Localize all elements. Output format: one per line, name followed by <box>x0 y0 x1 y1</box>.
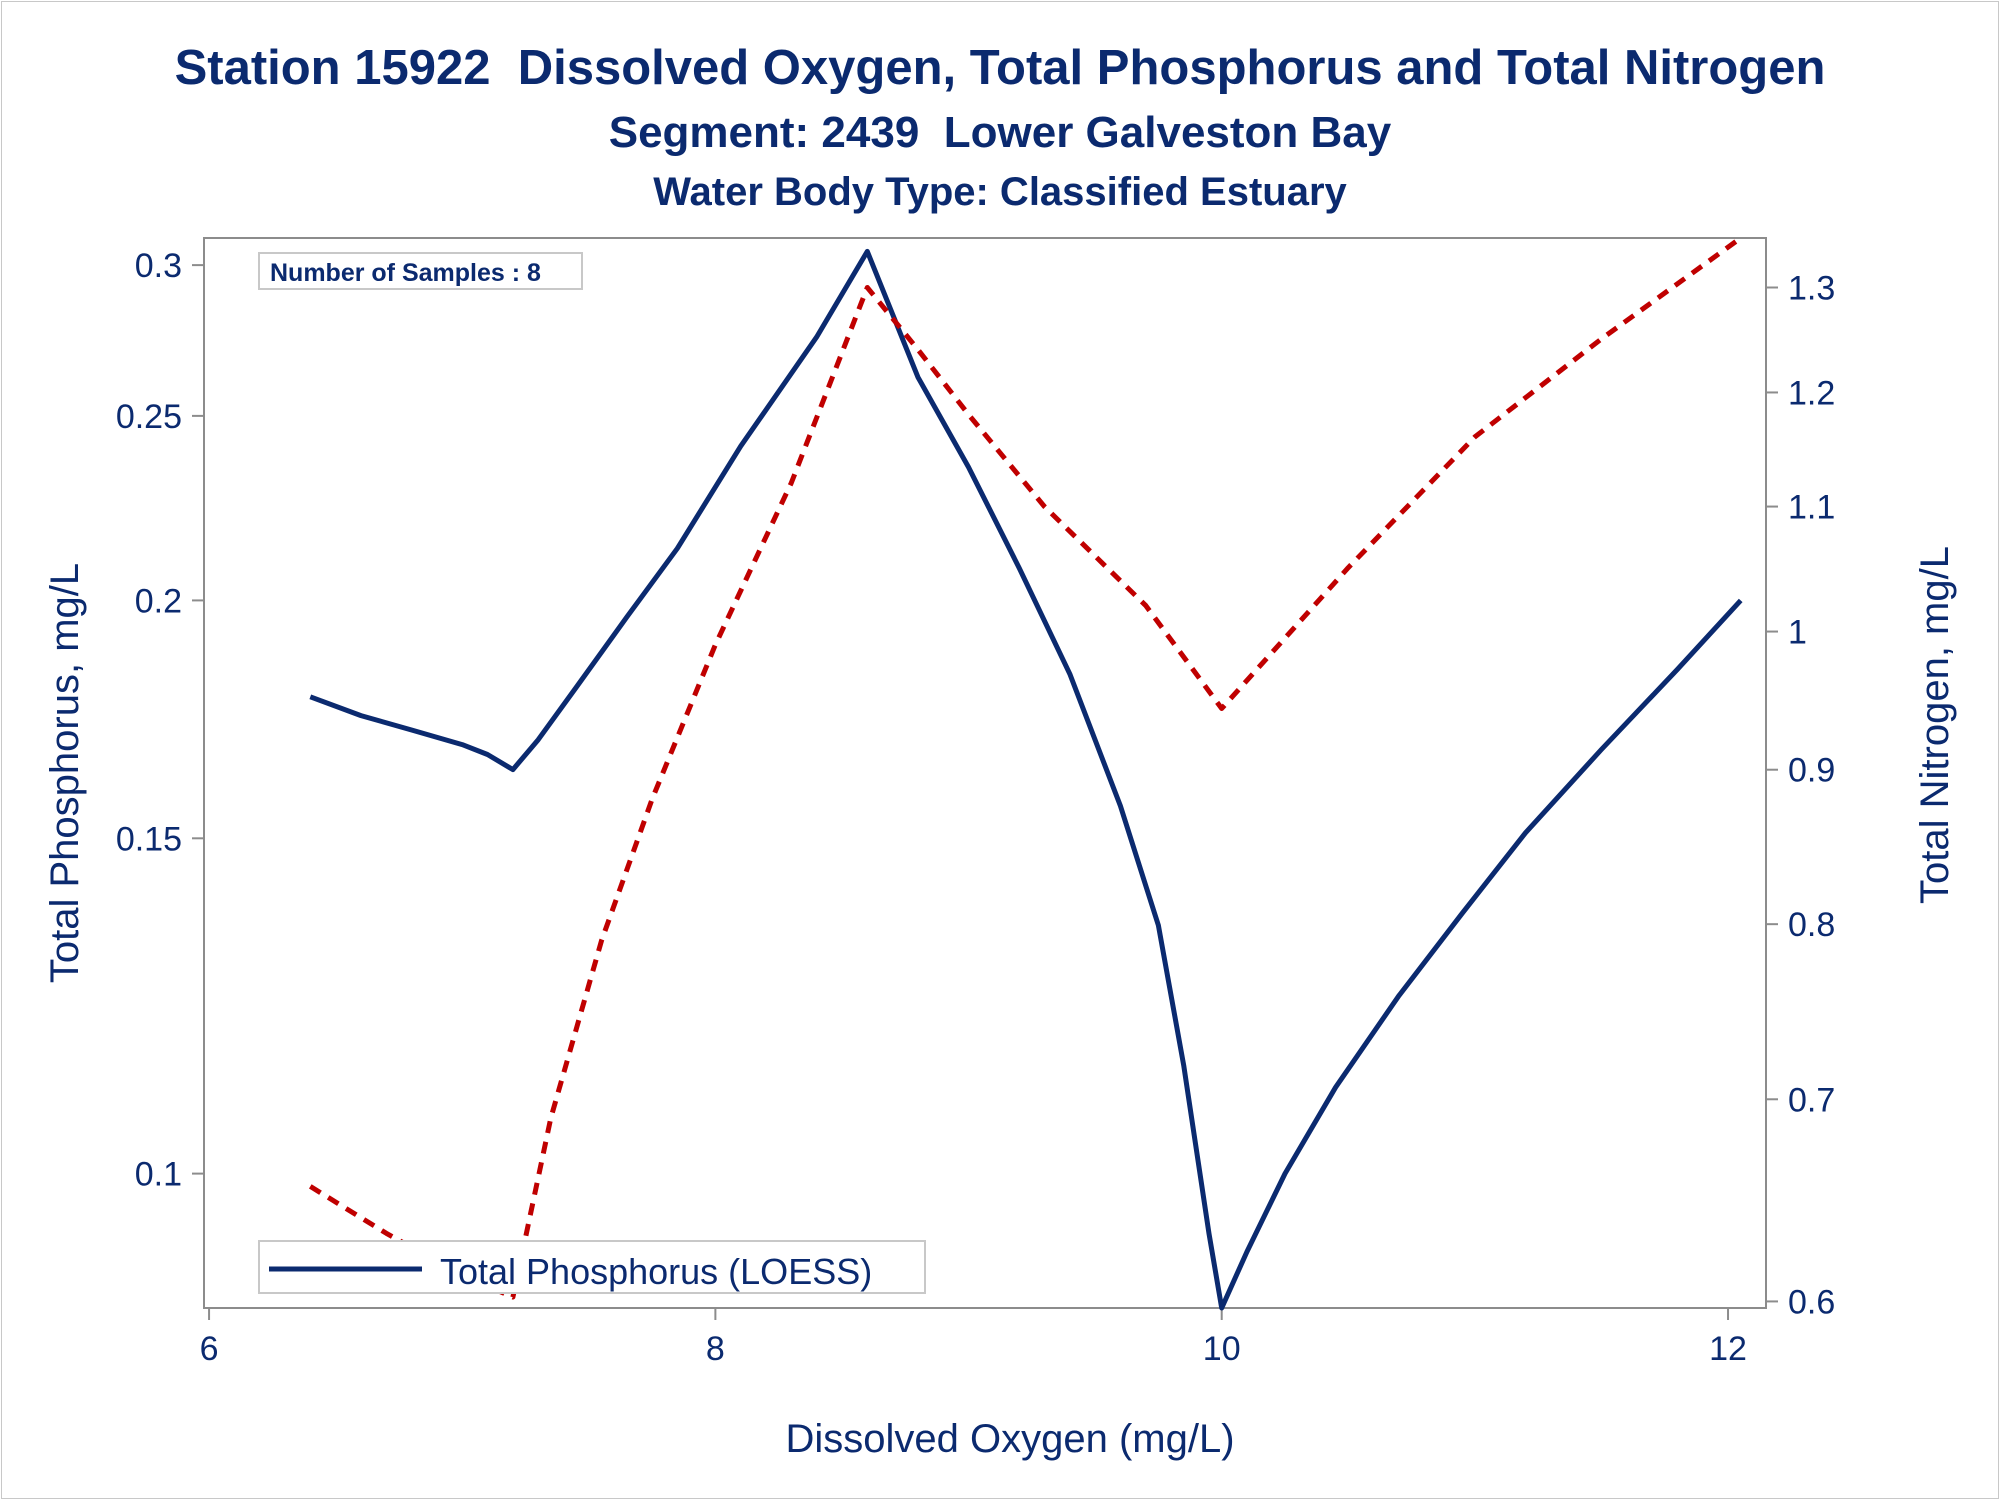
y2-tick-label: 0.6 <box>1788 1283 1835 1321</box>
chart-subtitle-2: Water Body Type: Classified Estuary <box>653 170 1347 214</box>
chart-title: Station 15922 Dissolved Oxygen, Total Ph… <box>174 41 1826 95</box>
y-tick-label: 0.25 <box>116 398 182 436</box>
y2-tick-label: 0.7 <box>1788 1081 1835 1119</box>
sample-count-annotation: Number of Samples : 8 <box>258 252 583 290</box>
legend: Total Phosphorus (LOESS) <box>258 1240 926 1294</box>
y2-tick-label: 1 <box>1788 614 1807 652</box>
y-tick-label: 0.3 <box>135 247 182 285</box>
x-axis-label: Dissolved Oxygen (mg/L) <box>785 1417 1234 1461</box>
y-axis-label: Total Phosphorus, mg/L <box>43 563 87 983</box>
plot-area <box>203 237 1767 1309</box>
chart-subtitle: Segment: 2439 Lower Galveston Bay <box>608 108 1392 157</box>
series-line-total-nitrogen <box>308 235 1743 1300</box>
x-axis: 6 8 10 12 <box>200 1308 1747 1368</box>
x-tick-label: 12 <box>1709 1330 1747 1368</box>
y-axis: 0.1 0.15 0.2 0.25 0.3 <box>116 247 204 1194</box>
y2-axis: 0.6 0.7 0.8 0.9 1 1.1 1.2 1.3 <box>1766 269 1835 1321</box>
annotation-box <box>258 252 583 290</box>
annotation-text: Number of Samples : 8 <box>270 259 541 287</box>
y-tick-label: 0.15 <box>116 820 182 858</box>
y2-tick-label: 0.8 <box>1788 906 1835 944</box>
legend-label-total-phosphorus: Total Phosphorus (LOESS) <box>440 1251 872 1292</box>
y-tick-label: 0.2 <box>135 582 182 620</box>
series-layer <box>308 235 1743 1311</box>
y-tick-label: 0.1 <box>135 1156 182 1194</box>
y2-tick-label: 0.9 <box>1788 752 1835 790</box>
y2-tick-label: 1.1 <box>1788 489 1835 527</box>
x-tick-label: 6 <box>200 1330 219 1368</box>
y2-tick-label: 1.3 <box>1788 269 1835 307</box>
y2-axis-label: Total Nitrogen, mg/L <box>1913 546 1957 904</box>
series-line-total-phosphorus <box>309 248 1743 1311</box>
x-tick-label: 10 <box>1203 1330 1241 1368</box>
x-tick-label: 8 <box>706 1330 725 1368</box>
y2-tick-label: 1.2 <box>1788 374 1835 412</box>
